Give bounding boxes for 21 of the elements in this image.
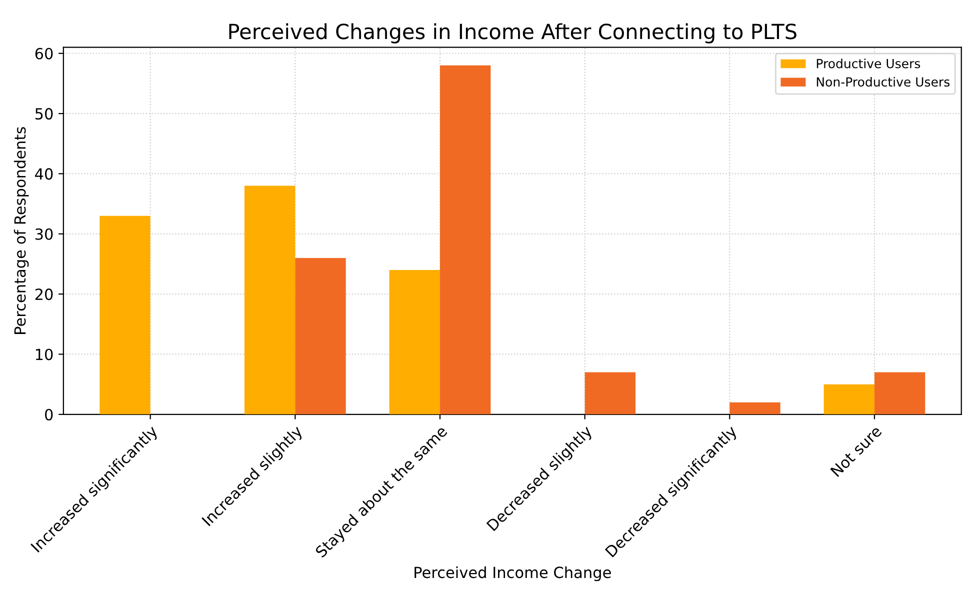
- bar: [730, 402, 780, 414]
- y-tick-label: 10: [36, 348, 53, 360]
- y-tick-label: 50: [35, 108, 53, 120]
- x-axis-title: Perceived Income Change: [414, 566, 611, 582]
- legend-label: Non-Productive Users: [816, 76, 950, 87]
- bar: [100, 216, 150, 414]
- y-tick-label: 30: [35, 228, 53, 240]
- y-tick-label: 40: [35, 168, 53, 180]
- bar: [874, 372, 926, 414]
- y-tick-label: 60: [35, 48, 53, 60]
- bar: [389, 270, 440, 414]
- bar: [440, 65, 491, 414]
- bar: [295, 258, 346, 414]
- bar: [824, 384, 874, 414]
- bar: [244, 186, 296, 414]
- chart-title: Perceived Changes in Income After Connecting to PLTS: [229, 23, 796, 44]
- legend-label: Productive Users: [816, 58, 920, 68]
- y-tick-label: 0: [45, 408, 53, 420]
- y-tick-label: 20: [35, 288, 53, 300]
- bar: [584, 372, 636, 414]
- y-axis-title: Percentage of Respondents: [14, 127, 29, 334]
